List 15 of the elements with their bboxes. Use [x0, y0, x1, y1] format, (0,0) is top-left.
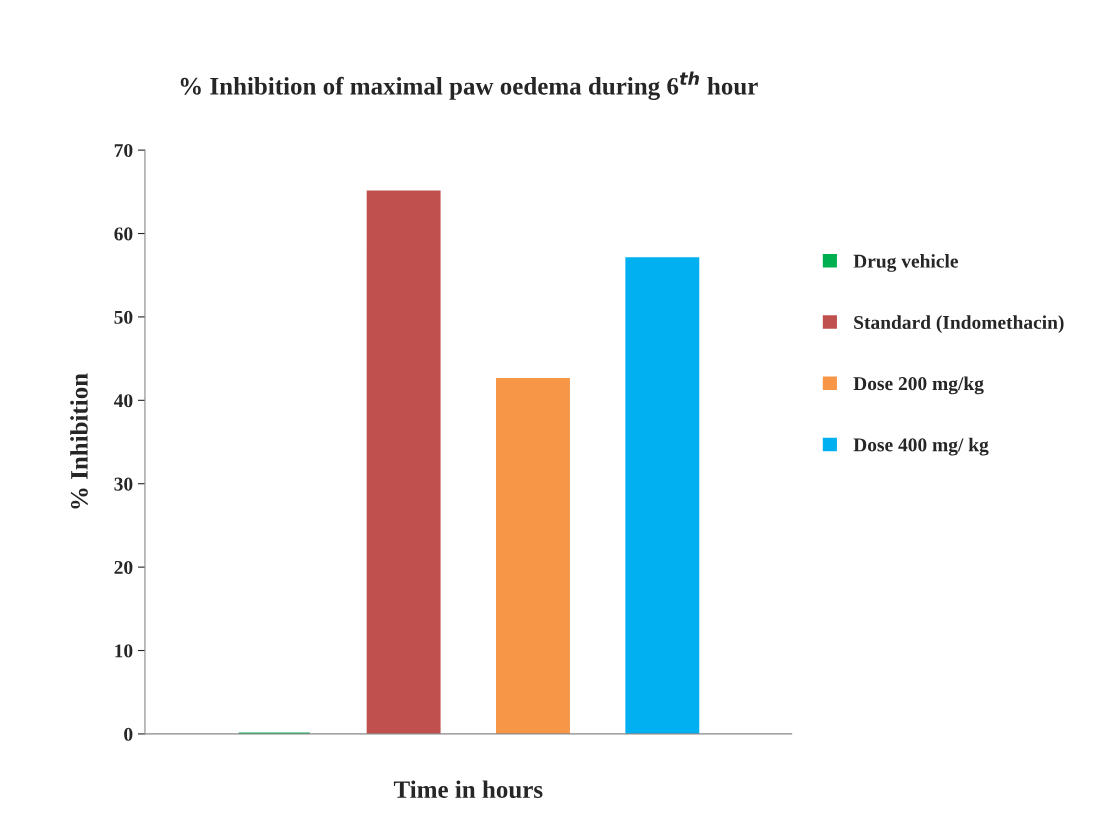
- y-tick-label: 10: [115, 644, 133, 658]
- y-tick-label: 30: [114, 477, 133, 491]
- y-tick-label: 0: [124, 727, 133, 741]
- x-axis-title: Time in hours: [393, 780, 543, 799]
- legend-label: Standard (Indomethacin): [854, 315, 1064, 333]
- y-tick-label: 50: [114, 310, 133, 324]
- legend-label: Dose 200 mg/kg: [853, 376, 984, 395]
- y-tick-label: 40: [113, 394, 133, 408]
- legend-label: Dose 400 mg/ kg: [853, 437, 989, 456]
- y-tick-label: 20: [114, 560, 133, 575]
- y-axis-title: % Inhibition: [70, 373, 88, 509]
- legend-label: Drug vehicle: [853, 254, 958, 272]
- chart-title: % Inhibition of maximal paw oedema during 6$^{th}$ hour: [180, 71, 758, 100]
- y-tick-label: 60: [114, 227, 133, 241]
- y-tick-label: 70: [114, 143, 133, 158]
